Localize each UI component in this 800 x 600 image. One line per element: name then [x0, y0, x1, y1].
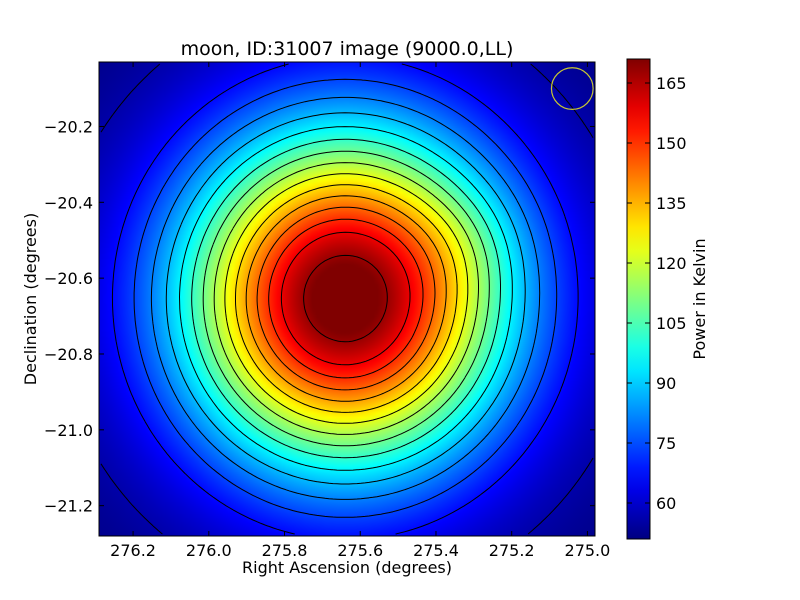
- contour-level-1: [111, 63, 579, 535]
- colorbar-gradient: [627, 59, 650, 539]
- x-axis: 276.2 276.0 275.8 275.6 275.4 275.2 275.0: [110, 62, 610, 560]
- plot-frame: [98, 61, 596, 537]
- y-tick-label: −20.2: [44, 117, 93, 136]
- colorbar-tick-label: 60: [656, 494, 676, 513]
- contour-level-10: [235, 184, 458, 413]
- heatmap-image: [99, 62, 595, 536]
- contour-level-13: [268, 218, 424, 379]
- y-tick-label: −21.2: [44, 497, 93, 516]
- contour-level-11: [245, 195, 447, 402]
- x-axis-title: Right Ascension (degrees): [242, 558, 452, 577]
- y-axis-title: Declination (degrees): [21, 213, 40, 385]
- colorbar-tick-label: 120: [656, 254, 687, 273]
- contour-level-4: [165, 112, 526, 485]
- y-tick-label: −20.8: [44, 345, 93, 364]
- contour-level-15: [303, 254, 388, 343]
- colorbar: 60 75 90 105 120 135 150 165 Power in Kelvin: [626, 58, 709, 540]
- x-tick-label: 275.2: [489, 541, 535, 560]
- colorbar-tick-label: 75: [656, 434, 676, 453]
- x-tick-label: 276.0: [186, 541, 232, 560]
- contour-lines: [100, 63, 594, 535]
- colorbar-tick-label: 150: [656, 134, 687, 153]
- x-tick-label: 276.2: [110, 541, 156, 560]
- beam-circle: [550, 67, 594, 110]
- contour-level-5: [179, 126, 513, 471]
- contour-level-9: [224, 173, 469, 424]
- colorbar-tick-label: 165: [656, 74, 687, 93]
- contour-level-3: [150, 96, 541, 500]
- colorbar-frame: [626, 58, 651, 540]
- contour-level-2: [133, 78, 558, 518]
- contour-level-6: [191, 138, 501, 459]
- colorbar-tick-label: 135: [656, 194, 687, 213]
- contour-level-8: [213, 162, 479, 435]
- y-tick-label: −21.0: [44, 421, 93, 440]
- x-tick-label: 275.6: [337, 541, 383, 560]
- contour-level-12: [256, 206, 436, 391]
- colorbar-tick-label: 90: [656, 374, 676, 393]
- contour-level-14: [280, 231, 411, 366]
- y-tick-label: −20.4: [44, 193, 93, 212]
- beam-indicator: [550, 67, 594, 110]
- y-axis: −20.2 −20.4 −20.6 −20.8 −21.0 −21.2: [44, 117, 595, 516]
- plot-area: [98, 61, 596, 537]
- x-tick-label: 275.0: [565, 541, 611, 560]
- contour-level-7: [202, 150, 490, 447]
- colorbar-title: Power in Kelvin: [690, 238, 709, 359]
- y-tick-label: −20.6: [44, 269, 93, 288]
- contour-level-0: [100, 63, 594, 535]
- x-tick-label: 275.4: [413, 541, 459, 560]
- chart-title: moon, ID:31007 image (9000.0,LL): [181, 38, 514, 60]
- colorbar-tick-label: 105: [656, 314, 687, 333]
- x-tick-label: 275.8: [262, 541, 308, 560]
- colorbar-ticks: 60 75 90 105 120 135 150 165: [627, 74, 687, 513]
